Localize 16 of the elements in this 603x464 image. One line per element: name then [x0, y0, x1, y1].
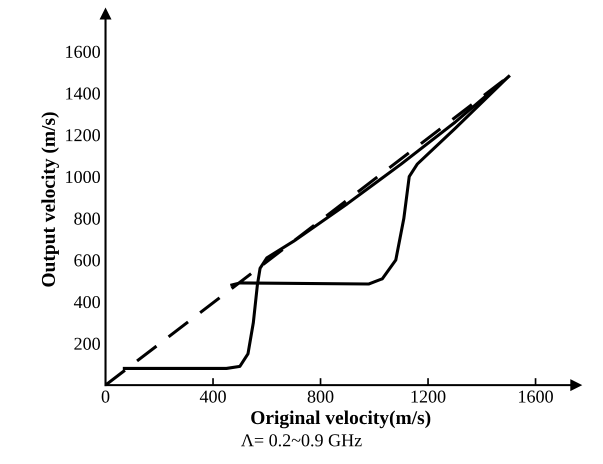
y-tick-label: 1000 [66, 170, 100, 184]
x-tick-label: 800 [308, 390, 334, 403]
y-tick-label: 1200 [66, 129, 100, 142]
x-axis-title: Original velocity(m/s) [251, 410, 430, 428]
y-tick-label: 600 [74, 254, 100, 266]
x-tick-label: 0 [102, 390, 110, 403]
y-tick-label: 200 [74, 338, 100, 350]
y-tick-label: 800 [74, 212, 100, 225]
y-tick-label: 1600 [66, 46, 100, 58]
y-axis-title: Output velocity (m/s) [41, 112, 59, 287]
x-tick-label: 1200 [412, 390, 446, 403]
x-tick-label: 400 [200, 390, 226, 403]
y-tick-label: 1400 [66, 87, 100, 100]
x-tick-label: 1600 [519, 390, 553, 403]
y-tick-label: 400 [74, 296, 100, 308]
text: Λ= 0.2~0.9 GHz [241, 434, 362, 446]
